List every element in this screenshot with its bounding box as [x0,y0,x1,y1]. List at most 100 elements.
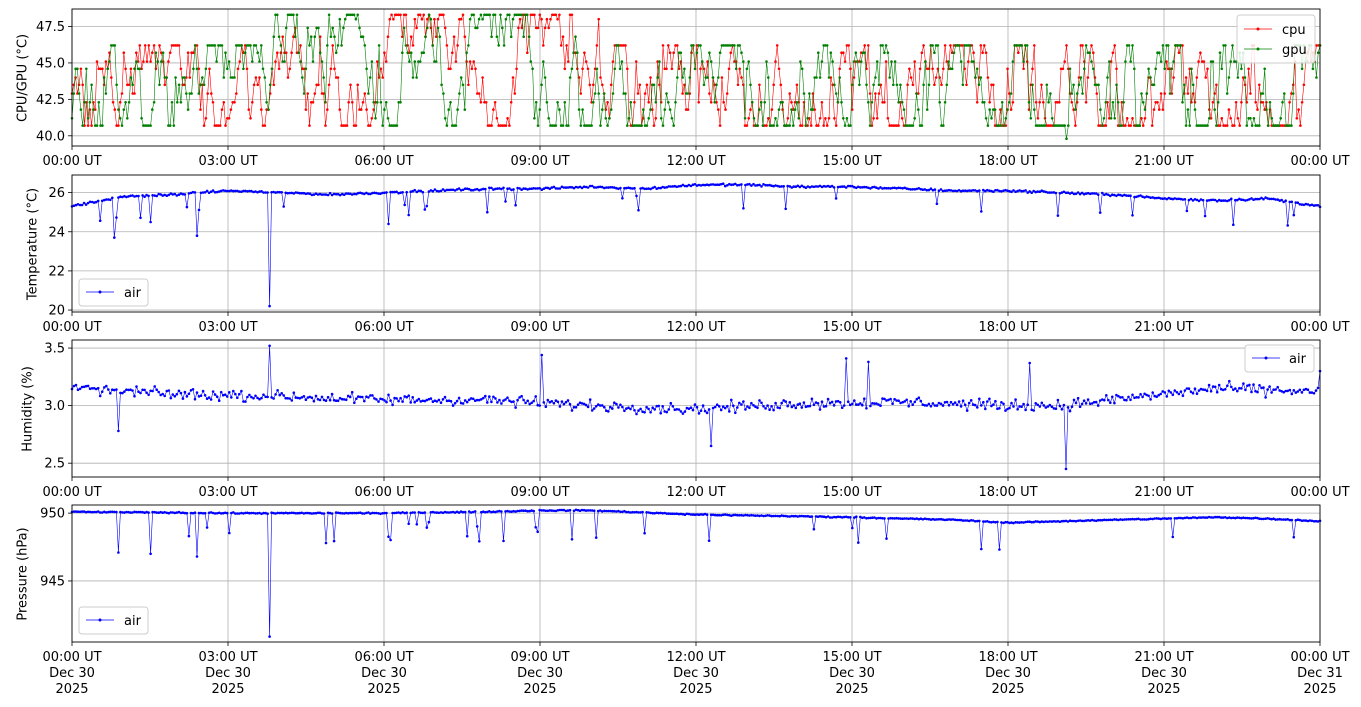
data-point [207,396,211,399]
data-point [601,83,604,87]
data-point [333,67,336,71]
data-point [473,188,477,191]
data-point [292,391,296,395]
data-point [250,189,253,193]
data-point [1120,124,1124,127]
data-point [304,511,308,515]
data-point [1078,405,1082,409]
data-point [900,117,904,120]
data-point [455,399,459,403]
data-point [668,51,672,54]
data-point [1038,520,1042,524]
data-point [1033,108,1036,111]
data-point [566,509,570,512]
data-point [1044,520,1048,523]
data-point [389,399,392,402]
data-point [734,411,737,415]
data-point [684,92,688,95]
data-point [800,67,804,71]
data-point [190,92,193,95]
data-point [123,390,126,393]
data-point [181,192,185,196]
data-point [554,13,558,17]
data-point [117,196,120,199]
data-point [1101,191,1104,195]
data-point [1165,197,1169,201]
data-point [617,44,620,47]
data-point [889,397,892,401]
data-point [1108,60,1111,63]
data-point [770,405,773,408]
data-point [869,404,872,408]
data-point [484,187,487,191]
data-point [584,60,588,63]
data-point [338,193,342,197]
data-point [1204,76,1207,79]
data-point [336,511,340,515]
data-point [140,117,143,120]
data-point [1231,124,1234,127]
data-point [986,400,989,403]
data-point [99,67,102,71]
data-point [433,17,436,21]
data-point [1042,101,1045,104]
data-point [613,67,617,71]
data-point [619,186,622,190]
data-point [792,185,796,188]
data-point [72,510,76,513]
data-point [391,511,394,515]
data-point [959,405,963,408]
data-point [97,101,101,104]
data-point [875,60,879,63]
data-point [677,67,681,71]
data-point [1125,194,1128,197]
data-point [1088,51,1091,54]
data-point [637,409,640,412]
data-point [201,512,205,515]
data-point [1256,108,1259,111]
data-point [317,83,320,87]
data-point [329,67,333,71]
data-point [1280,518,1283,521]
data-point [1263,67,1266,71]
data-point [82,385,86,389]
data-point [381,398,384,401]
data-point [1230,516,1233,520]
data-point [677,408,681,411]
data-point [397,191,400,195]
data-point [543,76,547,79]
data-point [318,35,322,38]
data-point [1029,117,1033,120]
data-point [1290,200,1294,204]
data-point [976,189,979,193]
data-point [1010,190,1013,194]
data-point [728,513,731,517]
data-point [510,510,513,513]
data-point [918,124,922,127]
data-point [93,108,97,111]
data-point [1315,44,1318,47]
data-point [663,186,666,189]
data-point [375,398,378,401]
data-point [1141,518,1144,521]
data-point [861,516,864,520]
data-point [609,509,612,513]
data-point [219,390,223,394]
data-point [768,408,771,412]
data-point [1129,124,1132,127]
data-point [667,44,670,47]
data-point [386,117,390,120]
data-point [1264,196,1267,199]
data-point [1062,190,1066,194]
data-point [1127,518,1130,521]
data-point [683,67,686,71]
data-point [842,404,846,407]
data-point [213,44,217,47]
data-point [493,101,497,104]
data-point [363,44,367,47]
data-point [603,186,606,190]
data-point [167,124,170,127]
data-point [74,203,78,207]
data-point [1181,101,1184,104]
